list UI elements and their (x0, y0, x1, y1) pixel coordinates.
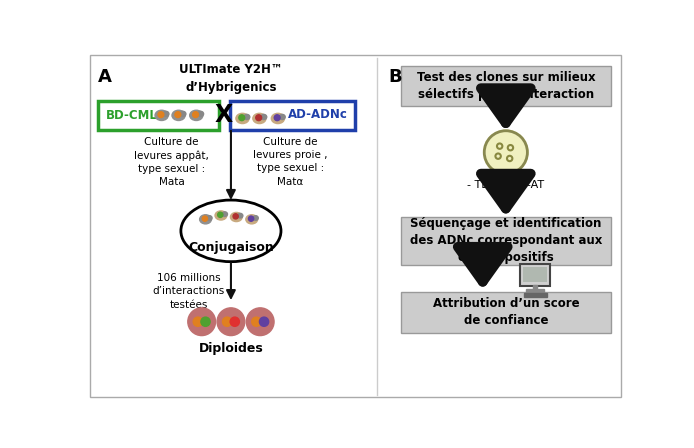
FancyBboxPatch shape (401, 293, 611, 332)
Text: Diploides: Diploides (198, 342, 263, 355)
Circle shape (223, 317, 232, 326)
Ellipse shape (198, 112, 203, 116)
Text: X: X (214, 103, 232, 127)
Text: - TLHA + 3-AT: - TLHA + 3-AT (467, 180, 544, 190)
Ellipse shape (237, 213, 243, 218)
Ellipse shape (261, 114, 266, 120)
Ellipse shape (222, 212, 228, 216)
Circle shape (246, 308, 274, 336)
Ellipse shape (181, 200, 281, 262)
Circle shape (217, 308, 245, 336)
Bar (524, 293, 548, 297)
Text: B: B (389, 68, 403, 86)
Circle shape (256, 115, 262, 121)
Text: Culture de
levures appât,
type sexuel :
Mata: Culture de levures appât, type sexuel : … (134, 137, 209, 187)
Text: BD-CML9: BD-CML9 (105, 109, 166, 122)
Circle shape (233, 214, 238, 219)
Ellipse shape (253, 113, 266, 124)
Ellipse shape (230, 212, 242, 222)
Text: Attribution d’un score
de confiance: Attribution d’un score de confiance (432, 297, 579, 327)
Text: AD-ADNc: AD-ADNc (288, 108, 348, 121)
Bar (533, 285, 537, 289)
Circle shape (201, 317, 210, 326)
FancyBboxPatch shape (401, 217, 611, 265)
Circle shape (239, 115, 245, 121)
Text: Test des clones sur milieux
sélectifs pour l’interaction: Test des clones sur milieux sélectifs po… (416, 71, 595, 101)
Text: Conjugaison: Conjugaison (188, 241, 274, 254)
Circle shape (193, 317, 203, 326)
Ellipse shape (200, 215, 212, 224)
Circle shape (202, 216, 208, 221)
Text: ULTImate Y2H™
d’Hybrigenics: ULTImate Y2H™ d’Hybrigenics (179, 63, 282, 94)
FancyBboxPatch shape (230, 101, 355, 130)
Text: A: A (98, 68, 112, 86)
Circle shape (274, 115, 280, 121)
FancyBboxPatch shape (520, 264, 550, 285)
Ellipse shape (189, 110, 203, 121)
Text: Séquençage et identification
des ADNc correspondant aux
clones positifs: Séquençage et identification des ADNc co… (409, 217, 602, 264)
Ellipse shape (244, 114, 250, 120)
Circle shape (188, 308, 216, 336)
Ellipse shape (163, 112, 169, 116)
Ellipse shape (180, 112, 186, 116)
Ellipse shape (215, 211, 227, 220)
Text: 106 millions
d’interactions
testées: 106 millions d’interactions testées (153, 273, 225, 310)
Circle shape (252, 317, 261, 326)
Bar (526, 289, 544, 293)
Ellipse shape (207, 215, 212, 220)
Ellipse shape (271, 113, 285, 124)
Circle shape (248, 216, 254, 221)
Ellipse shape (155, 110, 168, 121)
Ellipse shape (253, 215, 258, 220)
FancyBboxPatch shape (401, 66, 611, 106)
Ellipse shape (280, 114, 285, 120)
Text: Culture de
levures proie ,
type sexuel :
Matα: Culture de levures proie , type sexuel :… (253, 137, 328, 186)
Circle shape (193, 112, 198, 117)
Circle shape (158, 112, 164, 117)
Circle shape (175, 112, 180, 117)
FancyBboxPatch shape (523, 267, 548, 282)
Circle shape (230, 317, 239, 326)
Ellipse shape (236, 113, 249, 124)
Circle shape (218, 212, 223, 217)
Circle shape (484, 131, 527, 174)
Ellipse shape (172, 110, 185, 121)
FancyBboxPatch shape (99, 101, 219, 130)
Ellipse shape (246, 215, 257, 224)
Circle shape (260, 317, 269, 326)
